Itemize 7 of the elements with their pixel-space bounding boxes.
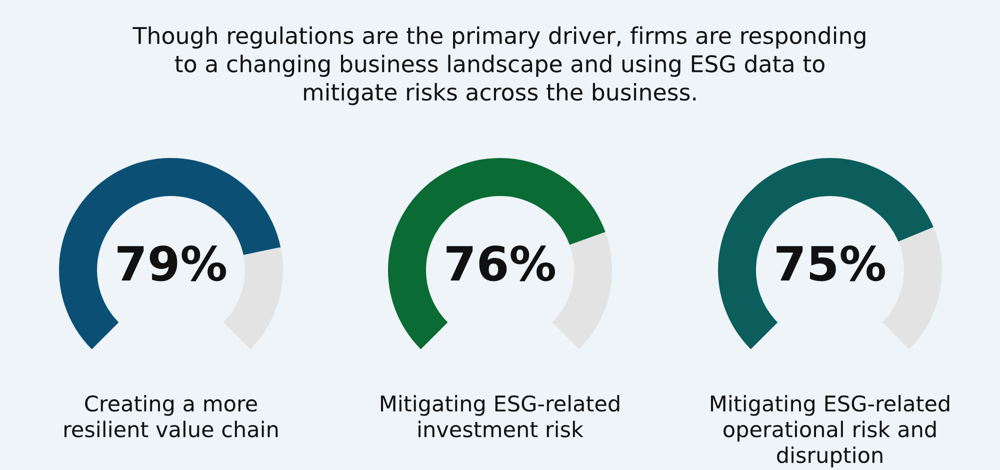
text: Though regulations are the primary driver, firms are responding to a changing business landscape and using ESG data to mitigate risks across the business.	[132, 26, 866, 106]
text: Mitigating ESG-related operational risk and disruption	[710, 395, 950, 468]
data-label: 75%	[776, 245, 886, 282]
data-label: 79%	[118, 245, 226, 282]
text: Mitigating ESG-related investment risk	[380, 395, 620, 438]
data-label: 76%	[446, 245, 556, 282]
text: Creating a more resilient value chain	[64, 395, 278, 438]
